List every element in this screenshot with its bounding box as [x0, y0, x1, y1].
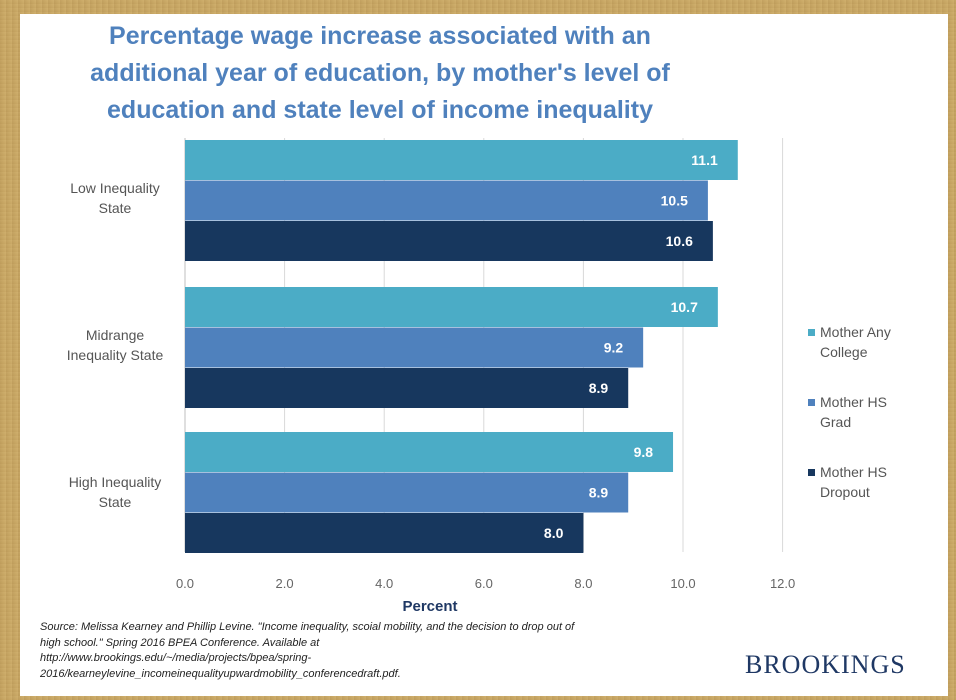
x-tick-label: 8.0: [574, 576, 592, 591]
x-tick-label: 2.0: [276, 576, 294, 591]
bar: [185, 368, 629, 408]
category-label-line: State: [98, 200, 132, 216]
bar: [185, 472, 629, 513]
legend-label-line: College: [820, 344, 868, 360]
data-label: 10.7: [671, 299, 698, 315]
data-label: 9.8: [634, 444, 654, 460]
bar: [185, 513, 584, 553]
chart-title-line-3: education and state level of income ineq…: [107, 96, 653, 124]
source-note: Source: Melissa Kearney and Phillip Levi…: [40, 620, 760, 682]
legend-swatch: [808, 399, 815, 406]
legend-label-line: Mother HS: [820, 464, 887, 480]
x-tick-label: 4.0: [375, 576, 393, 591]
category-label-line: State: [98, 494, 132, 510]
x-axis-title: Percent: [402, 598, 458, 615]
chart-title-line-2: additional year of education, by mother'…: [90, 59, 670, 87]
bar: [185, 180, 708, 221]
legend-label-line: Grad: [820, 414, 852, 430]
legend-swatch: [808, 469, 815, 476]
x-tick-label: 6.0: [475, 576, 493, 591]
category-label-midrange-inequality: Midrange Inequality State: [30, 325, 200, 365]
x-tick-label: 12.0: [770, 576, 795, 591]
bar: [185, 287, 718, 327]
x-tick-label: 10.0: [670, 576, 695, 591]
category-label-line: Low Inequality: [70, 180, 160, 196]
brookings-logo: BROOKINGS: [745, 650, 906, 679]
category-label-high-inequality: High Inequality State: [30, 472, 200, 512]
data-label: 11.1: [691, 152, 718, 168]
legend-label-line: Dropout: [820, 484, 870, 500]
x-tick-label: 0.0: [176, 576, 194, 591]
legend-label: Mother Any College: [820, 322, 930, 362]
bar: [185, 432, 674, 472]
legend-label: Mother HS Dropout: [820, 462, 930, 502]
bar: [185, 221, 713, 261]
category-label-line: Inequality State: [66, 347, 164, 363]
bar: [185, 327, 644, 368]
bar: [185, 140, 738, 180]
data-label: 8.9: [589, 485, 609, 501]
chart-title-line-1: Percentage wage increase associated with…: [109, 22, 651, 50]
source-line: http://www.brookings.edu/~/media/project…: [40, 652, 312, 664]
category-label-line: High Inequality: [68, 474, 162, 490]
category-label-line: Midrange: [85, 327, 145, 343]
data-label: 8.9: [589, 380, 609, 396]
data-label: 9.2: [604, 340, 624, 356]
source-line: high school." Spring 2016 BPEA Conferenc…: [40, 636, 320, 649]
source-line: Source: Melissa Kearney and Phillip Levi…: [40, 621, 575, 633]
legend-label-line: Mother Any: [820, 324, 891, 340]
category-label-low-inequality: Low Inequality State: [30, 178, 200, 218]
legend-swatch: [808, 329, 815, 336]
source-line: 2016/kearneylevine_incomeinequalityupwar…: [40, 667, 401, 680]
chart-title: Percentage wage increase associated with…: [20, 18, 740, 129]
legend-label: Mother HS Grad: [820, 392, 930, 432]
data-label: 8.0: [544, 525, 564, 541]
data-label: 10.5: [661, 193, 688, 209]
data-label: 10.6: [666, 233, 693, 249]
legend-label-line: Mother HS: [820, 394, 887, 410]
